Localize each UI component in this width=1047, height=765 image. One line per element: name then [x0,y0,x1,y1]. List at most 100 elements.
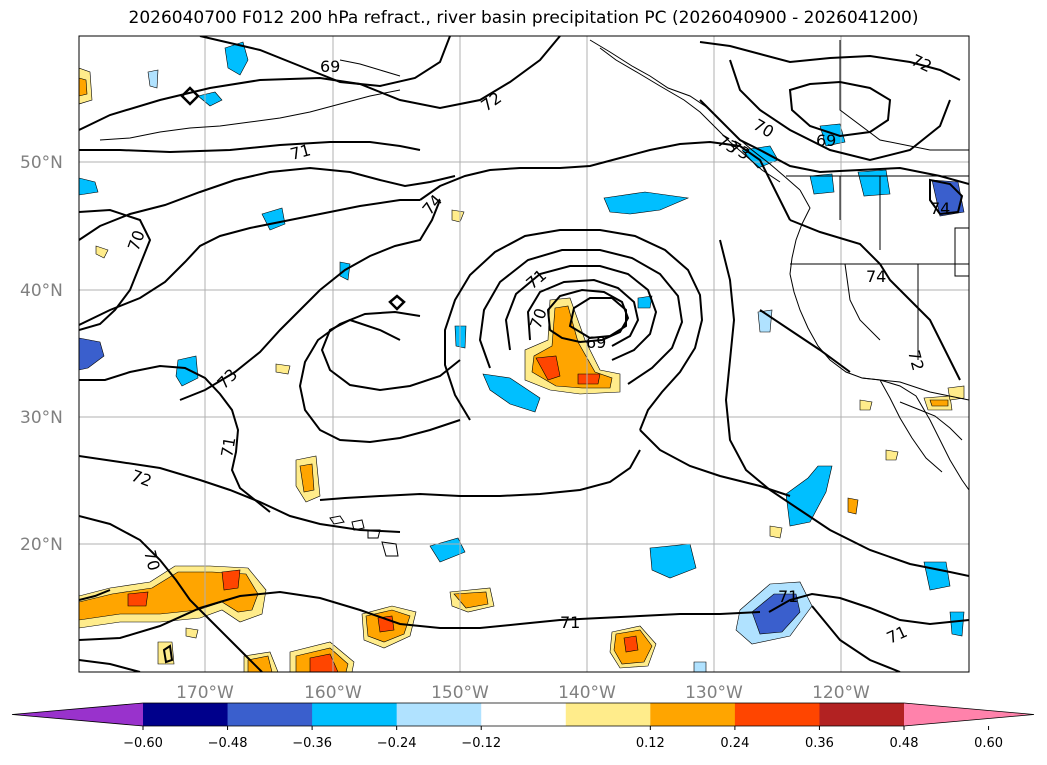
colorbar-tick-label: −0.48 [208,736,248,751]
colorbar-segment [312,703,398,726]
longitude-labels: 170°W 160°W 150°W 140°W 130°W 120°W [176,683,870,703]
contour-closed-small [388,294,406,311]
contour-71-b [79,364,271,513]
contour-74 [419,140,791,221]
shading-negative [819,123,846,147]
lat-label: 20°N [20,535,63,555]
contour-central-3 [504,265,658,361]
lat-label: 40°N [20,281,63,301]
shading-positive [847,497,859,515]
precipitation-shading [79,41,965,672]
lat-label: 50°N [20,153,63,173]
lon-label: 150°W [431,683,489,703]
colorbar-tick-label: −0.60 [123,736,163,751]
shading-positive [185,627,199,639]
contour-label: 71 [560,613,580,632]
shading-negative [649,543,697,579]
contour-label: 69 [816,131,836,150]
lon-label: 140°W [558,683,616,703]
contour-73 [79,199,420,326]
contour-central-4 [526,278,640,347]
contour-70-b [79,166,456,241]
contour-central-2 [478,249,684,385]
colorbar-segment [734,703,820,726]
shading-negative [949,611,965,637]
shading-negative [693,661,707,672]
shading-positive [275,363,291,375]
contour-label: 72 [904,348,928,373]
shading-positive [859,399,873,411]
island-hawaii [351,519,365,531]
shading-positive [535,355,561,381]
shading-positive [79,571,259,621]
shading-negative [197,91,223,107]
colorbar-tick-label: −0.12 [461,736,501,751]
shading-negative [224,41,249,76]
colorbar-segment [227,703,313,726]
colorbar-segment [650,703,736,726]
colorbar-segment [481,703,567,726]
contour-label: 71 [217,435,239,458]
shading-positive [769,525,783,539]
contour-71-se [811,605,901,672]
shading-positive [577,373,601,385]
colorbar-segment [396,703,482,726]
border-us-mexico [861,377,969,401]
colorbar-tick-label: 0.36 [805,736,834,751]
contour-72-east [699,41,961,81]
coastline-bc [789,189,811,275]
contour-central-long [319,449,641,501]
colorbar-segment [565,703,651,726]
contour-central-outer [444,229,704,431]
shading-positive [885,449,899,461]
contour-70-ne [729,59,951,162]
colorbar: −0.60 −0.48 −0.36 −0.24 −0.12 0.12 0.24 0.36 0.4… [11,702,1035,751]
contour-71-east [768,592,969,626]
coastline-aleutians [339,59,401,77]
contour-72-north [79,36,561,131]
lon-label: 170°W [176,683,234,703]
graticule [79,36,969,672]
shading-positive [947,385,965,401]
contour-label: 71 [288,140,313,164]
contour-70-sw [79,589,111,601]
contour-east-wave [759,309,851,373]
shading-negative [603,191,690,215]
colorbar-extend-right [904,703,1034,726]
island-hawaii [381,541,399,557]
contour-central-6 [298,310,461,444]
shading-negative [79,177,99,196]
contour-72-east-lower [719,239,969,577]
shading-negative [637,295,653,309]
contour-central-5 [320,318,461,392]
map-frame [78,35,970,673]
map-background [79,36,969,672]
contour-74-east [789,219,961,381]
coastline-alaska [599,47,781,183]
contour-71-low-b [79,659,141,672]
contour-70-low [79,515,263,672]
shading-positive [309,653,339,672]
shading-negative [482,373,541,413]
shading-positive [929,399,949,407]
shading-negative [785,465,833,527]
shading-negative [79,337,105,371]
shading-negative [751,593,801,635]
contour-east-long [639,429,791,497]
colorbar-tick-label: 0.12 [636,736,665,751]
border-states [954,227,969,277]
map-title: 2026040700 F012 200 hPa refract., river … [128,8,919,28]
coastline-mexico [899,401,963,441]
lon-label: 130°W [685,683,743,703]
contour-closed-small [162,644,174,664]
colorbar-tick-label: 0.60 [974,736,1003,751]
contour-69-ne [788,80,892,138]
border-states [839,40,969,151]
shading-positive [221,569,241,591]
colorbar-tick-label: −0.24 [377,736,417,751]
contour-label: 69 [320,57,340,76]
lon-label: 160°W [304,683,362,703]
contour-70 [79,208,152,331]
contour-71-low [79,590,761,641]
